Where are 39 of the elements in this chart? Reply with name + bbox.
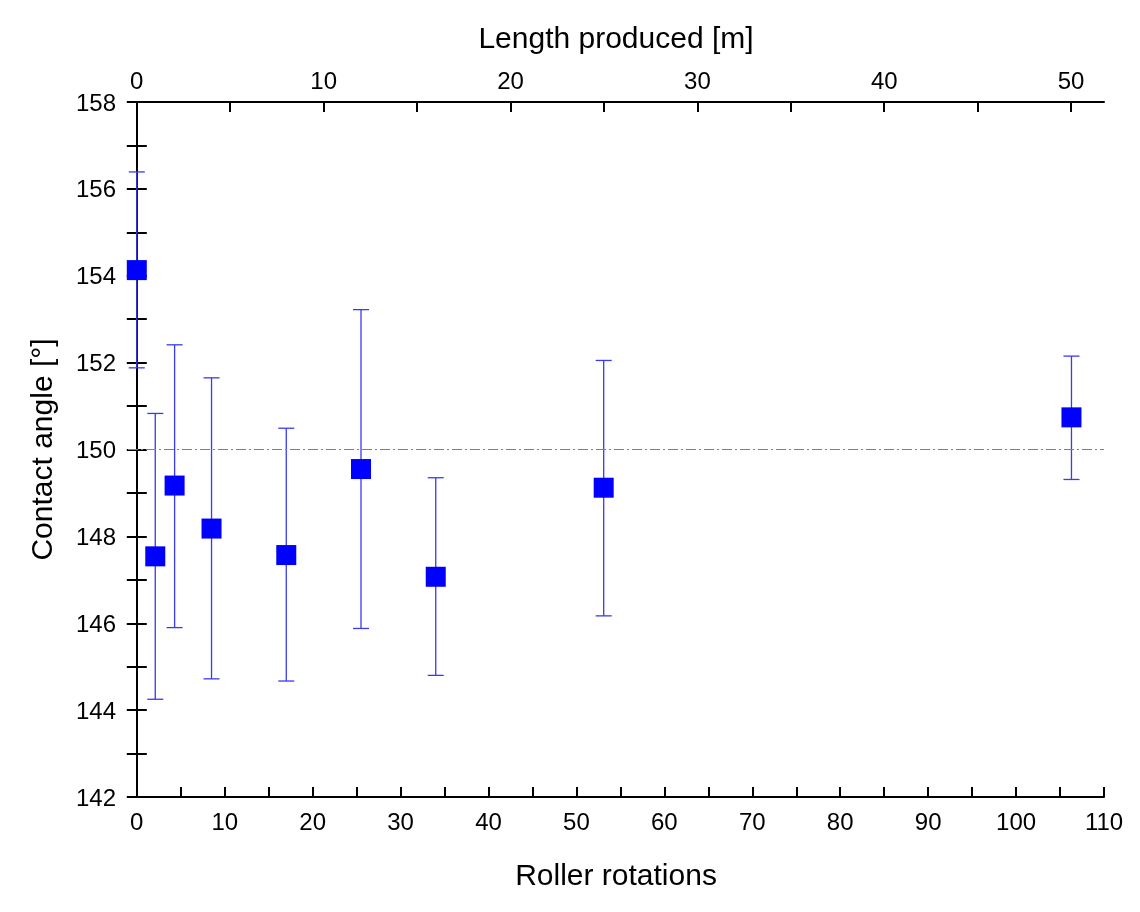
y-tick-label: 146 <box>75 609 116 637</box>
y-tick-label: 158 <box>75 88 116 116</box>
y-tick-label: 152 <box>75 349 116 377</box>
point <box>145 546 166 567</box>
point <box>164 475 185 496</box>
x-tick-label: 110 <box>1084 807 1124 835</box>
x-tick-label: 80 <box>826 807 854 835</box>
x2-tick-label: 10 <box>310 66 337 94</box>
y-tick-label: 156 <box>75 175 116 203</box>
y-tick-label: 148 <box>75 522 116 550</box>
point <box>351 459 372 480</box>
point <box>425 566 446 587</box>
x2-tick-label: 20 <box>497 66 524 94</box>
x-tick-label: 70 <box>738 807 766 835</box>
x-axis-title: Roller rotations <box>515 857 717 891</box>
x-tick-label: 10 <box>211 807 239 835</box>
y-tick-label: 154 <box>75 262 116 290</box>
point <box>126 260 147 281</box>
point <box>1061 407 1082 428</box>
x-tick-label: 30 <box>387 807 414 835</box>
y-axis-title: Contact angle [°] <box>24 338 58 561</box>
point <box>201 518 222 539</box>
x-tick-label: 20 <box>299 807 326 835</box>
x2-tick-label: 0 <box>130 66 144 94</box>
x-tick-label: 40 <box>475 807 502 835</box>
x2-tick-label: 40 <box>870 66 898 94</box>
point <box>276 545 297 566</box>
y-tick-label: 150 <box>75 436 116 463</box>
x-tick-label: 0 <box>130 807 144 835</box>
x2-tick-label: 50 <box>1057 66 1085 94</box>
y-tick-label: 142 <box>75 783 116 811</box>
x-tick-label: 100 <box>996 807 1037 835</box>
point <box>593 477 614 498</box>
x-tick-label: 60 <box>651 807 678 835</box>
x2-axis-title: Length produced [m] <box>478 20 754 54</box>
x-tick-label: 90 <box>914 807 942 835</box>
x-tick-label: 50 <box>563 807 590 835</box>
y-tick-label: 144 <box>75 696 116 724</box>
x2-tick-label: 30 <box>684 66 711 94</box>
